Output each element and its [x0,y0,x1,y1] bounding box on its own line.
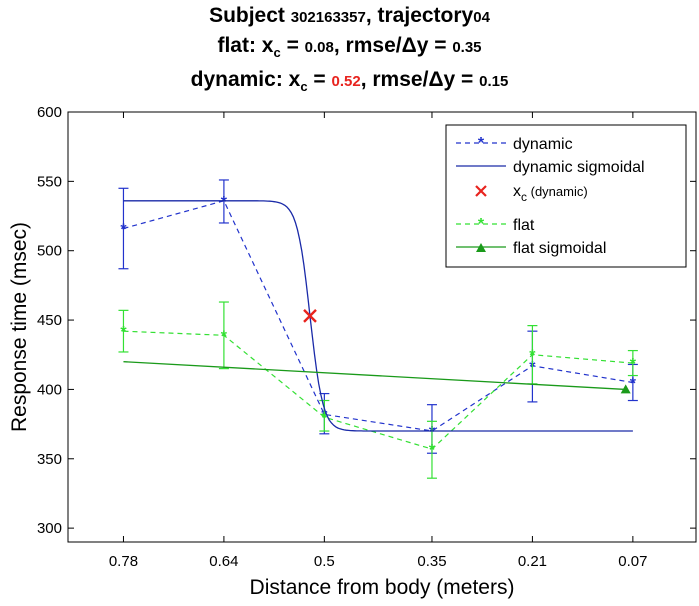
dynamic-point: * [221,194,228,211]
legend-dynamic-star-marker: * [478,135,485,152]
x-tick-label: 0.21 [518,553,547,570]
flat-point: * [630,356,637,373]
legend-item-xc: xc (dynamic) [475,183,588,204]
dynamic-point: * [630,375,637,392]
y-tick-label: 350 [37,451,62,468]
x-tick-label: 0.07 [618,553,647,570]
legend-item-flat: * flat [456,216,535,234]
chart-title-line-2: flat: xc = 0.08, rmse/Δy = 0.35 [217,34,482,61]
flat-sigmoid-line [123,361,626,391]
legend-item-dynamic-sigmoidal: dynamic sigmoidal [456,159,645,176]
legend-flat-star-marker: * [478,216,485,233]
flat-point: * [120,324,127,341]
chart-title-line-1: Subject 302163357, trajectory04 [209,4,490,27]
legend-xc-x-marker [475,185,487,197]
plot-area [67,111,697,543]
legend-item-dynamic: * dynamic [456,135,573,153]
flat-point: * [321,410,328,427]
dynamic-sigmoid-curve [123,200,633,432]
x-axis-label: Distance from body (meters) [250,576,515,599]
chart-title-line-3: dynamic: xc = 0.52, rmse/Δy = 0.15 [190,68,509,95]
legend-flat-sigmoidal-label: flat sigmoidal [513,240,606,257]
legend-xc-label: xc (dynamic) [513,183,588,204]
x-tick-label: 0.64 [209,553,238,570]
highlighted-xc-value: 0.52 [331,73,361,90]
x-tick-label: 0.78 [109,553,138,570]
y-tick-label: 400 [37,381,62,398]
y-tick-label: 300 [37,520,62,537]
flat-line [123,330,633,450]
x-tick-label: 0.35 [417,553,446,570]
x-tick-label: 0.5 [314,553,335,570]
legend-dynamic-label: dynamic [513,136,573,153]
dynamic-point: * [120,222,127,239]
y-tick-label: 600 [37,104,62,121]
y-tick-label: 550 [37,173,62,190]
plot-data: ************ [118,179,638,479]
flat-sigmoid-triangle-marker [620,384,631,394]
dynamic-line [123,200,633,432]
axis-ticks: 300 350 400 450 500 550 600 0.78 0.64 0.5 0.35 0.21… [37,104,696,570]
flat-point: * [529,348,536,365]
legend-flat-label: flat [513,217,535,234]
y-axis-label: Response time (msec) [8,222,31,432]
legend-flat-sigmoidal-triangle-marker [476,243,486,252]
flat-point: * [221,328,228,345]
legend-box [445,124,687,268]
flat-point: * [429,442,436,459]
legend-item-flat-sigmoidal: flat sigmoidal [456,240,606,257]
y-tick-label: 450 [37,312,62,329]
xc-dynamic-marker [303,309,317,323]
y-tick-label: 500 [37,243,62,260]
legend: * dynamic dynamic sigmoidal xc (dynamic)… [445,124,687,268]
legend-dynamic-sigmoidal-label: dynamic sigmoidal [513,159,645,176]
